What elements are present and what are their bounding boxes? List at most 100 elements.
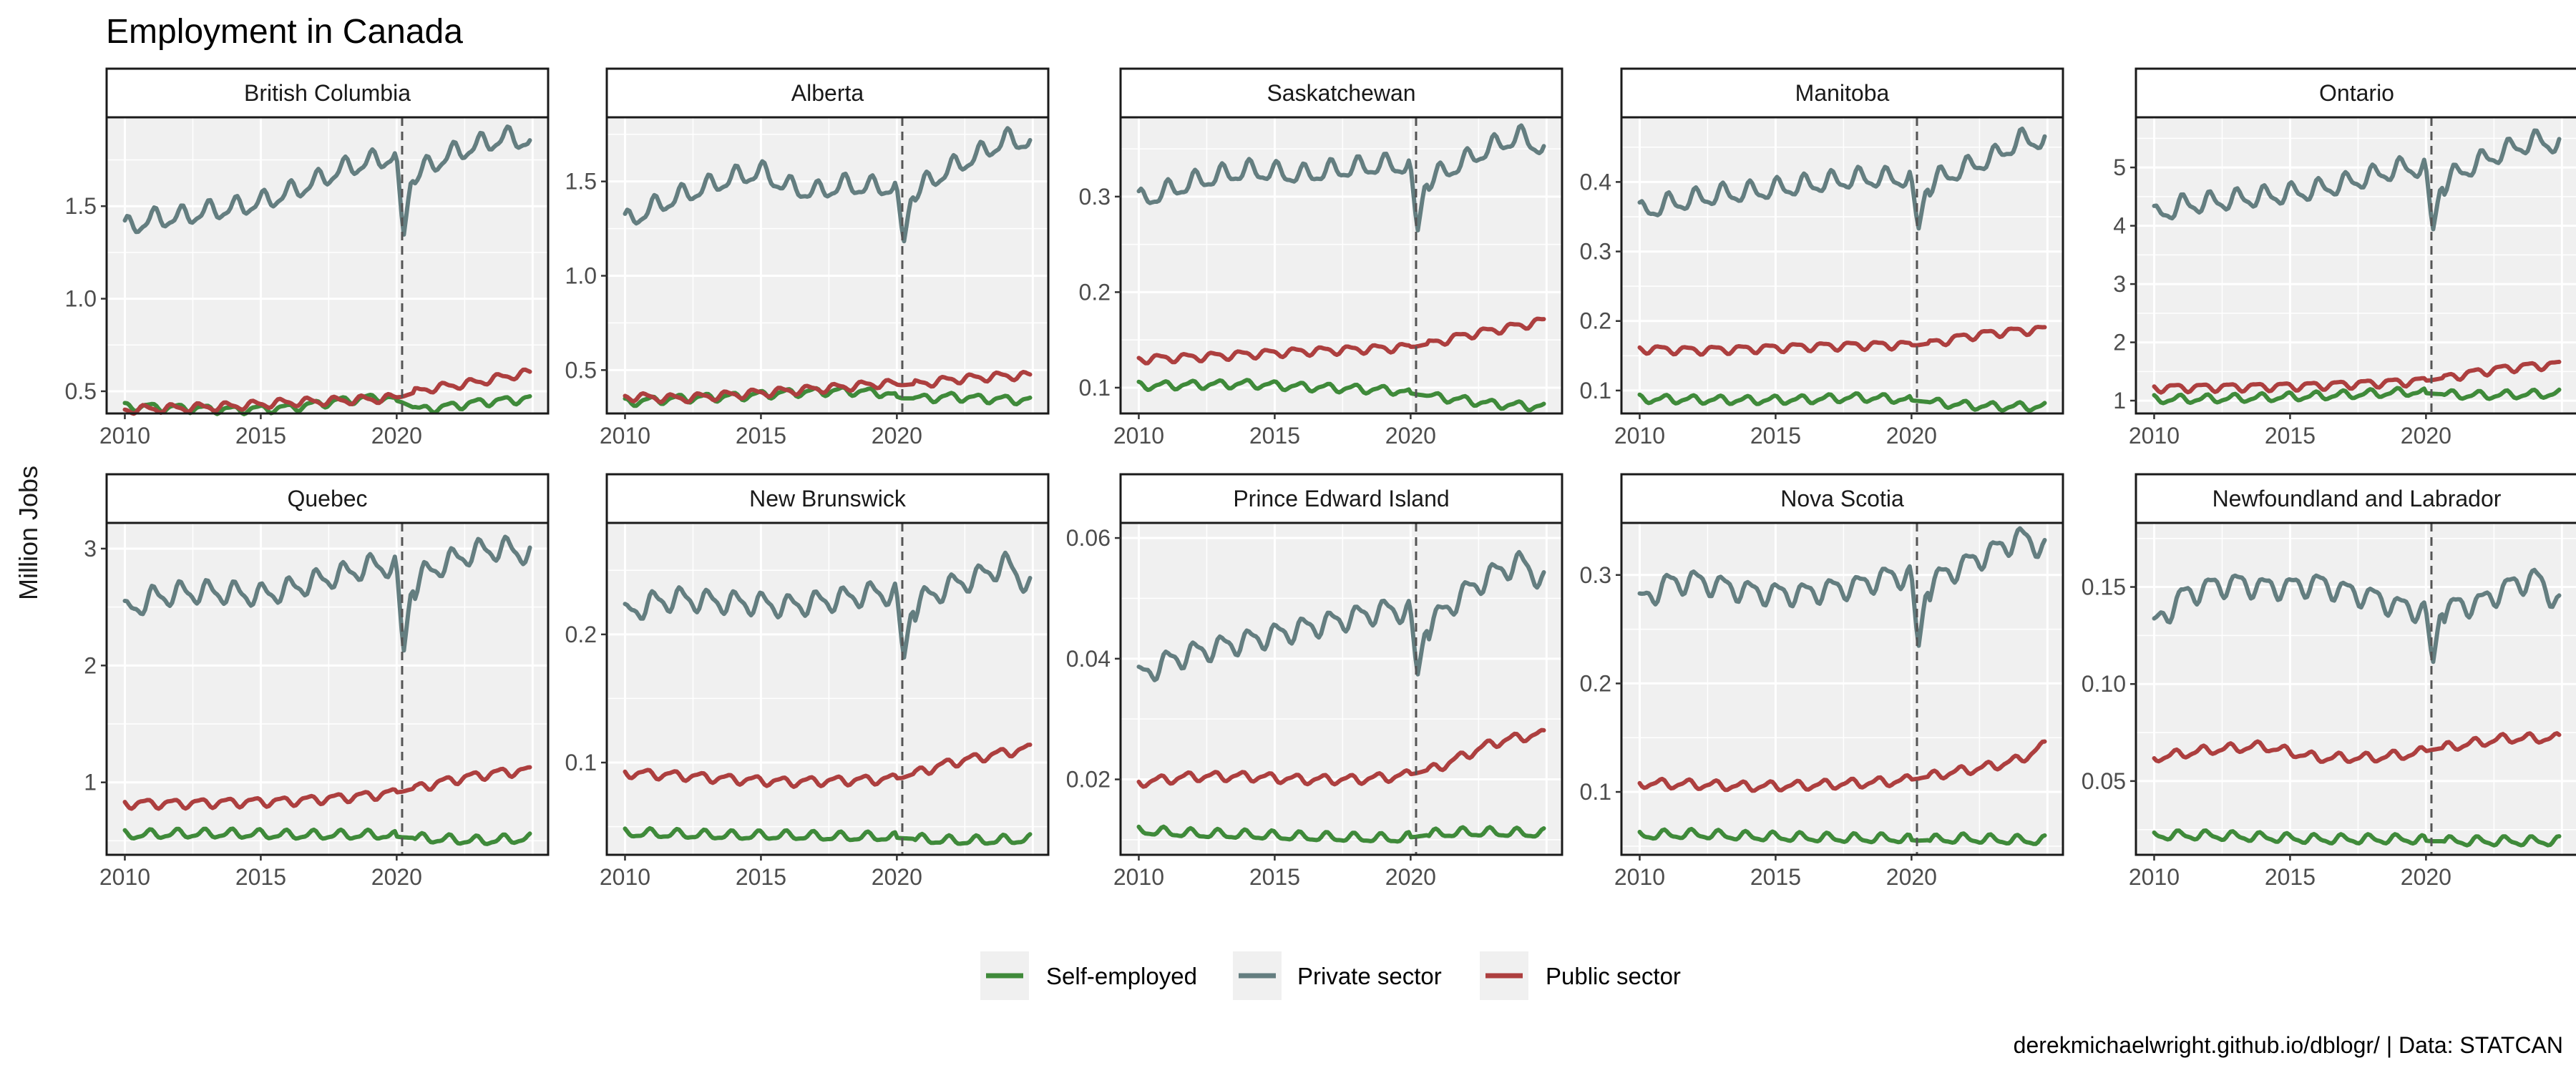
series-line-self-employed bbox=[1136, 824, 1546, 844]
legend-item-private-sector: Private sector bbox=[1233, 951, 1442, 1000]
y-tick-label: 0.10 bbox=[2082, 671, 2126, 697]
x-tick-label: 2010 bbox=[2129, 423, 2180, 449]
panel-border bbox=[105, 521, 550, 856]
x-tick-label: 2010 bbox=[1614, 423, 1665, 449]
series-line-self-employed bbox=[2152, 386, 2562, 406]
panel-background bbox=[1621, 523, 2063, 855]
y-tick-label: 0.1 bbox=[565, 750, 597, 775]
x-tick-label: 2020 bbox=[872, 423, 922, 449]
y-tick-label: 0.2 bbox=[1079, 279, 1111, 305]
y-tick-label: 0.3 bbox=[1580, 562, 1611, 588]
panel-strip bbox=[105, 473, 550, 524]
y-tick-label: 0.3 bbox=[1580, 239, 1611, 265]
panel-background bbox=[1121, 523, 1562, 855]
x-gridlines bbox=[123, 117, 534, 413]
series-line-self-employed bbox=[1136, 378, 1546, 413]
series-line-public-sector bbox=[1637, 325, 2047, 357]
y-gridlines bbox=[107, 159, 548, 393]
panel-strip-label: Manitoba bbox=[1795, 80, 1890, 106]
y-gridlines bbox=[1121, 148, 1562, 389]
y-tick-label: 0.05 bbox=[2082, 768, 2126, 794]
y-tick-label: 0.15 bbox=[2082, 574, 2126, 600]
y-tick-label: 0.2 bbox=[1580, 670, 1611, 696]
y-gridlines bbox=[2136, 137, 2576, 402]
panel-strip-label: Ontario bbox=[2319, 80, 2394, 106]
legend: Self-employed Private sector Public sector bbox=[980, 951, 1681, 1000]
x-tick-label: 2020 bbox=[2401, 864, 2451, 890]
x-tick-label: 2015 bbox=[736, 864, 786, 890]
series-line-self-employed bbox=[1637, 826, 2047, 846]
panel-quebec: Quebec 1 2 3 2010 2015 2020 bbox=[84, 473, 550, 890]
y-tick-label: 0.04 bbox=[1066, 646, 1111, 672]
x-tick-label: 2015 bbox=[2265, 423, 2316, 449]
panel-border bbox=[2135, 521, 2576, 856]
x-tick-label: 2015 bbox=[235, 423, 286, 449]
y-gridlines bbox=[607, 133, 1048, 371]
y-tick-label: 5 bbox=[2113, 155, 2126, 180]
panel-background bbox=[607, 523, 1048, 855]
y-gridlines bbox=[1621, 147, 2063, 392]
y-tick-label: 0.06 bbox=[1066, 525, 1111, 551]
series-line-private-sector bbox=[122, 534, 532, 653]
x-tick-label: 2015 bbox=[1750, 864, 1801, 890]
y-tick-label: 0.1 bbox=[1079, 375, 1111, 401]
y-tick-label: 1.0 bbox=[65, 286, 97, 312]
chart-title: Employment in Canada bbox=[106, 13, 463, 51]
series-line-public-sector bbox=[122, 367, 532, 416]
panel-ontario: Ontario 1 2 3 4 5 2010 2015 2020 bbox=[2113, 67, 2576, 449]
panel-background bbox=[1621, 117, 2063, 413]
facet-panels: British Columbia 0.5 1.0 1.5 2010 2015 2020 Alb… bbox=[65, 67, 2576, 890]
panel-border bbox=[605, 116, 1050, 415]
panel-strip-label: British Columbia bbox=[244, 80, 411, 106]
y-tick-label: 1.5 bbox=[565, 169, 597, 195]
x-tick-label: 2020 bbox=[371, 864, 422, 890]
series-line-self-employed bbox=[122, 826, 532, 846]
y-tick-label: 0.1 bbox=[1580, 779, 1611, 805]
panel-border bbox=[1620, 521, 2064, 856]
legend-item-self-employed: Self-employed bbox=[980, 951, 1197, 1000]
series-line-self-employed bbox=[2152, 828, 2562, 848]
y-tick-label: 0.5 bbox=[65, 378, 97, 404]
series-line-private-sector bbox=[2152, 128, 2562, 232]
series-line-private-sector bbox=[1136, 123, 1546, 232]
series-line-private-sector bbox=[623, 550, 1033, 660]
series-line-self-employed bbox=[1637, 391, 2047, 413]
x-tick-label: 2020 bbox=[1385, 423, 1436, 449]
panel-border bbox=[1119, 116, 1563, 415]
y-tick-label: 2 bbox=[2113, 330, 2126, 356]
panel-background bbox=[107, 117, 548, 413]
panel-strip-label: Prince Edward Island bbox=[1233, 486, 1449, 511]
y-tick-label: 1.5 bbox=[65, 193, 97, 219]
panel-background bbox=[607, 117, 1048, 413]
series-line-public-sector bbox=[2152, 731, 2562, 764]
x-tick-label: 2010 bbox=[1113, 423, 1164, 449]
series-line-private-sector bbox=[1637, 126, 2047, 231]
panel-prince-edward-island: Prince Edward Island 0.02 0.04 0.06 2010 2015… bbox=[1066, 473, 1563, 890]
x-tick-label: 2015 bbox=[235, 864, 286, 890]
y-tick-label: 1.0 bbox=[565, 263, 597, 289]
x-tick-label: 2020 bbox=[1886, 864, 1937, 890]
panel-border bbox=[1119, 521, 1563, 856]
panel-background bbox=[107, 523, 548, 855]
panel-strip bbox=[1119, 67, 1563, 119]
series-line-public-sector bbox=[623, 743, 1033, 789]
x-tick-label: 2015 bbox=[1249, 864, 1300, 890]
x-tick-label: 2020 bbox=[1385, 864, 1436, 890]
series-line-public-sector bbox=[1637, 739, 2047, 793]
series-line-public-sector bbox=[1136, 727, 1546, 789]
x-tick-label: 2015 bbox=[1249, 423, 1300, 449]
panel-strip-label: Alberta bbox=[791, 80, 864, 106]
x-gridlines bbox=[623, 523, 1034, 855]
x-gridlines bbox=[1137, 523, 1548, 855]
legend-item-public-sector: Public sector bbox=[1480, 951, 1681, 1000]
legend-label: Self-employed bbox=[1046, 963, 1197, 989]
series-line-private-sector bbox=[2152, 567, 2562, 665]
y-tick-label: 1 bbox=[84, 770, 97, 795]
caption: derekmichaelwright.github.io/dblogr/ | D… bbox=[2014, 1032, 2563, 1058]
x-tick-label: 2020 bbox=[1886, 423, 1937, 449]
y-tick-label: 0.1 bbox=[1580, 378, 1611, 403]
panel-strip-label: Nova Scotia bbox=[1780, 486, 1904, 511]
y-tick-label: 0.5 bbox=[565, 357, 597, 383]
panel-strip bbox=[605, 67, 1050, 119]
panel-strip bbox=[105, 67, 550, 119]
